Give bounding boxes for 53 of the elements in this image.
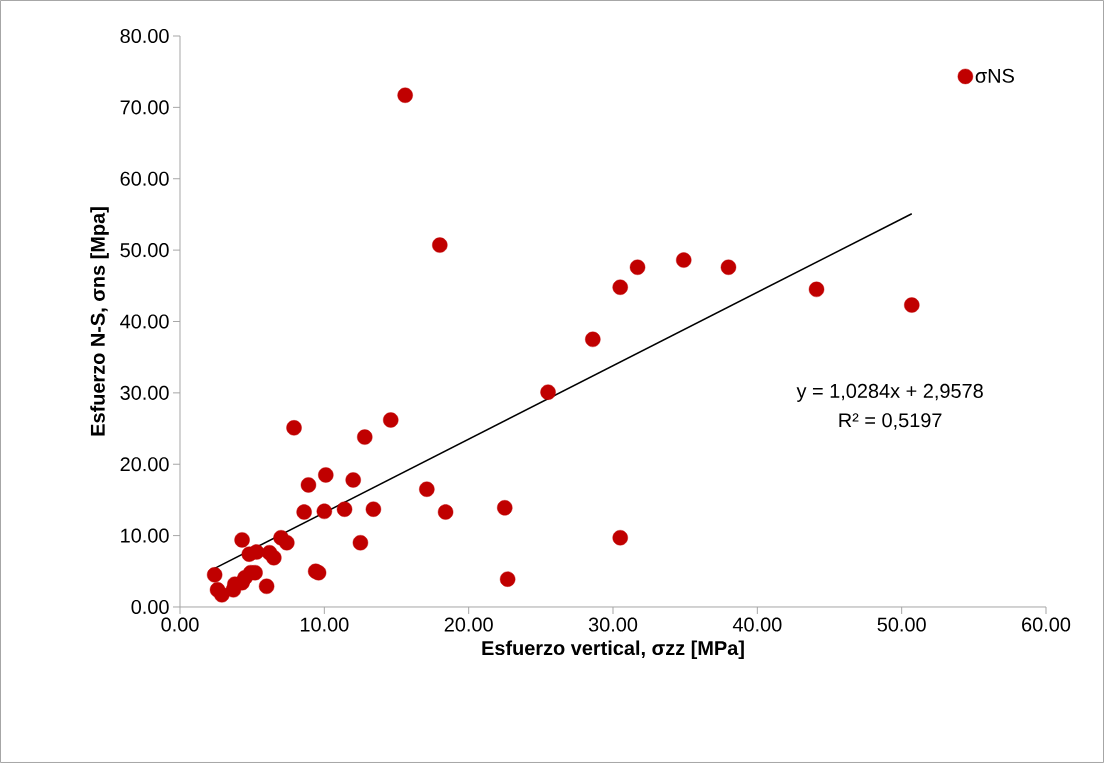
- point: [612, 279, 628, 295]
- point: [437, 504, 454, 520]
- point: [357, 429, 373, 445]
- x-tick-label: 10.00: [300, 617, 349, 632]
- point: [209, 582, 226, 598]
- y-tick-label: 60.00: [120, 171, 169, 186]
- point: [629, 259, 646, 275]
- x-tick-label: 60.00: [1022, 617, 1071, 632]
- point: [540, 384, 556, 400]
- annotation: R² = 0,5197: [839, 413, 942, 430]
- point: [316, 503, 333, 520]
- legend-label: σNS: [975, 68, 1014, 83]
- point: [383, 412, 399, 428]
- y-tick-label: 50.00: [120, 243, 169, 258]
- y-tick-label: 10.00: [121, 528, 169, 543]
- y-tick-label: 0.00: [131, 599, 169, 615]
- x-tick-label: 20.00: [444, 617, 493, 632]
- point: [258, 578, 275, 594]
- point: [296, 504, 312, 520]
- point: [206, 567, 223, 583]
- point: [612, 530, 628, 546]
- point: [497, 500, 513, 516]
- y-tick-label: 30.00: [120, 385, 169, 400]
- y-tick-label: 80.00: [120, 28, 169, 44]
- point: [676, 252, 692, 268]
- x-axis-title: Esfuerzo vertical, σzz [MPa]: [482, 640, 744, 660]
- point: [397, 87, 413, 103]
- point: [352, 535, 369, 551]
- point: [365, 501, 382, 517]
- point: [300, 477, 317, 493]
- point: [432, 237, 448, 253]
- annotation: y = 1,0284x + 2,9578: [796, 383, 983, 402]
- point: [499, 571, 516, 587]
- y-axis-title: Esfuerzo N-S, σns [Mpa]: [90, 207, 109, 436]
- point: [808, 281, 825, 298]
- point: [585, 331, 601, 348]
- point: [904, 297, 920, 313]
- point: [234, 532, 250, 548]
- x-tick-label: 40.00: [732, 617, 782, 632]
- point: [266, 550, 282, 566]
- y-tick-label: 40.00: [120, 314, 169, 329]
- y-tick-label: 70.00: [120, 100, 169, 115]
- point: [286, 420, 302, 436]
- point: [318, 467, 334, 483]
- point: [336, 501, 353, 517]
- point: [345, 472, 361, 488]
- x-tick-label: 30.00: [588, 617, 638, 632]
- x-tick-label: 50.00: [877, 617, 926, 632]
- y-tick-label: 20.00: [120, 457, 169, 472]
- point: [720, 259, 737, 275]
- point: [279, 535, 295, 551]
- point: [419, 481, 435, 497]
- x-tick-label: 0.00: [161, 617, 199, 632]
